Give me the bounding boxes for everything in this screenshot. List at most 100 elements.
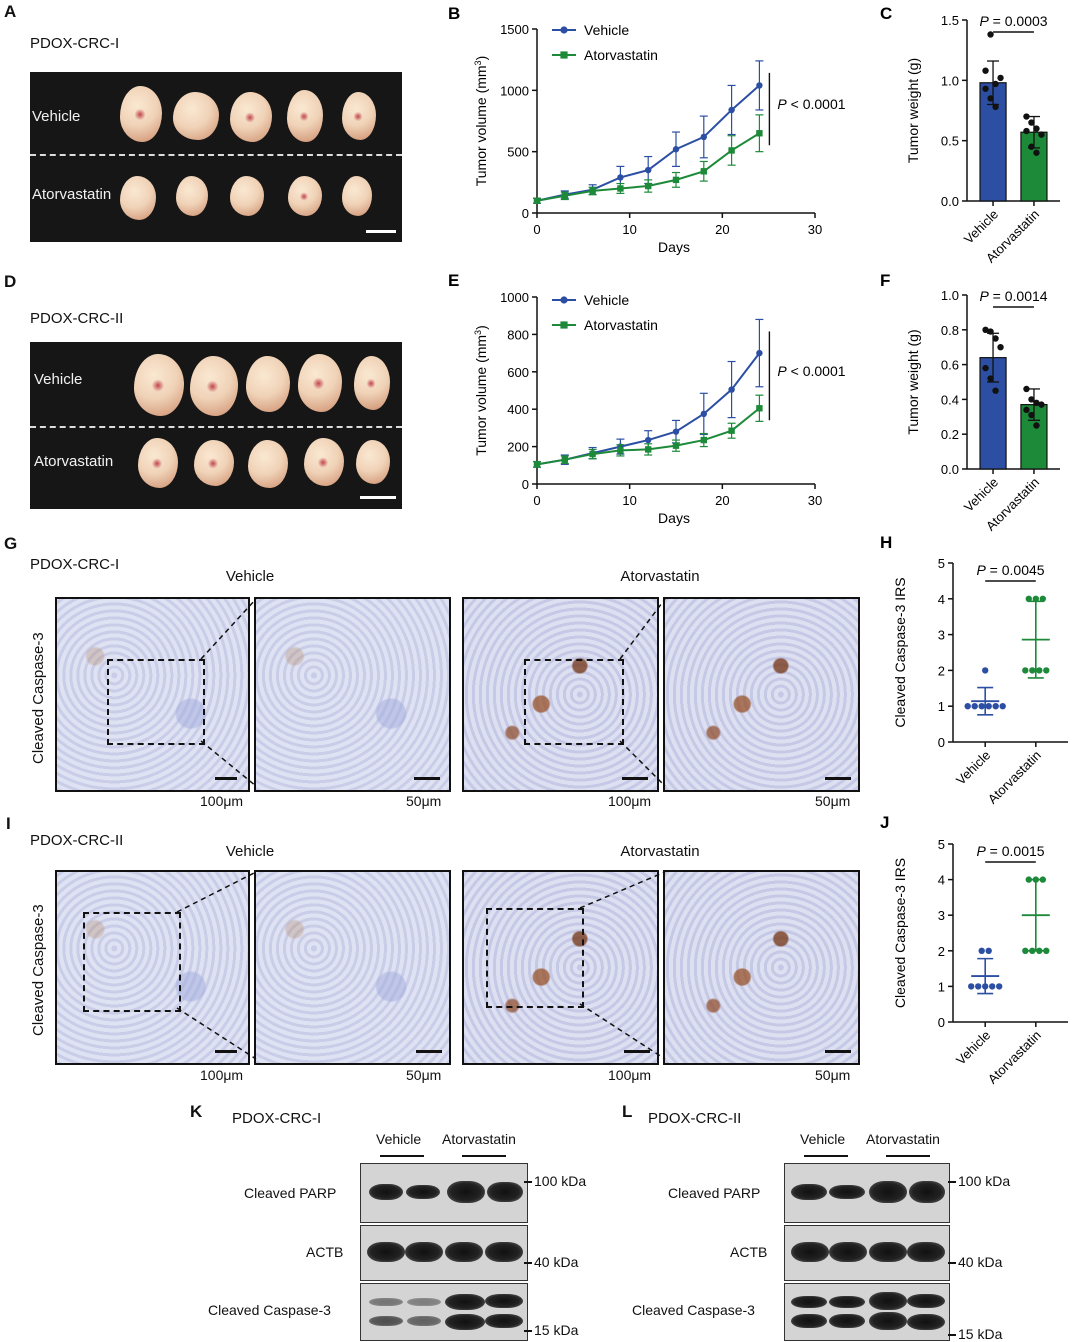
panel-letter-a: A bbox=[4, 2, 17, 21]
photo-a-divider bbox=[30, 154, 402, 156]
tumor bbox=[248, 440, 288, 488]
blot-caspase bbox=[360, 1283, 528, 1341]
y-tick-label: 0.5 bbox=[941, 134, 959, 149]
data-point bbox=[672, 442, 680, 449]
blot-parp bbox=[360, 1163, 528, 1223]
data-point bbox=[561, 191, 568, 198]
scale-bar bbox=[825, 777, 851, 780]
panel-i-title: PDOX-CRC-II bbox=[30, 832, 124, 849]
data-point bbox=[728, 427, 735, 434]
data-point bbox=[1036, 667, 1043, 674]
band bbox=[907, 1294, 945, 1308]
y-axis-title: Cleaved Caspase-3 IRS bbox=[892, 858, 908, 1008]
band bbox=[485, 1242, 523, 1262]
tumor bbox=[230, 176, 264, 216]
data-point bbox=[1025, 876, 1033, 883]
tumor bbox=[120, 176, 156, 220]
legend-marker bbox=[560, 321, 568, 329]
ihc-g-ylabel: Cleaved Caspase-3 bbox=[30, 632, 47, 764]
ihc-i-ylabel: Cleaved Caspase-3 bbox=[30, 904, 47, 1036]
x-tick-label: 10 bbox=[622, 493, 636, 508]
data-point bbox=[982, 85, 989, 92]
data-point bbox=[617, 443, 624, 450]
wb-k-group-vehicle: Vehicle bbox=[376, 1131, 422, 1147]
band bbox=[829, 1296, 865, 1308]
ihc-image-atorvastatin-low bbox=[462, 870, 659, 1065]
panel-letter-g: G bbox=[4, 534, 18, 553]
tumor bbox=[356, 440, 390, 484]
data-point bbox=[1038, 401, 1045, 408]
data-point bbox=[756, 82, 763, 89]
scale-text: 100μm bbox=[200, 1067, 244, 1083]
y-tick-label: 0.8 bbox=[941, 323, 959, 338]
marker-100kda: 100 kDa bbox=[534, 1173, 587, 1189]
y-tick-label: 1000 bbox=[500, 290, 529, 305]
marker-40kda: 40 kDa bbox=[534, 1254, 579, 1270]
band bbox=[791, 1184, 827, 1200]
data-point bbox=[533, 461, 541, 468]
y-tick-label: 3 bbox=[938, 628, 945, 643]
tumor bbox=[120, 86, 162, 142]
data-point bbox=[589, 187, 596, 195]
band bbox=[869, 1312, 907, 1330]
data-point bbox=[700, 133, 707, 141]
scale-bar bbox=[414, 777, 440, 780]
x-tick-label: Atorvastatin bbox=[985, 748, 1044, 807]
x-tick-label: 20 bbox=[715, 222, 729, 237]
photo-d-row-atorvastatin: Atorvastatin bbox=[34, 453, 114, 470]
group-line bbox=[380, 1155, 424, 1157]
data-point bbox=[978, 703, 985, 710]
band bbox=[369, 1184, 403, 1200]
y-axis-title: Tumor weight (g) bbox=[905, 329, 921, 434]
data-point bbox=[672, 428, 680, 435]
y-tick-label: 200 bbox=[507, 440, 529, 455]
marker-tick bbox=[948, 1262, 956, 1264]
legend-marker bbox=[560, 296, 568, 304]
panel-letter-l: L bbox=[622, 1102, 633, 1121]
group-line bbox=[462, 1155, 506, 1157]
panel-letter-k: K bbox=[190, 1102, 203, 1121]
scale-bar bbox=[622, 777, 648, 780]
data-point bbox=[992, 335, 999, 342]
ihc-image-atorvastatin-low bbox=[462, 597, 659, 792]
tumor bbox=[194, 440, 234, 486]
tumor bbox=[342, 92, 376, 140]
data-point bbox=[589, 186, 596, 193]
band bbox=[445, 1314, 485, 1330]
y-tick-label: 0.0 bbox=[941, 194, 959, 209]
data-point bbox=[645, 182, 652, 190]
band bbox=[405, 1242, 443, 1262]
y-tick-label: 500 bbox=[507, 145, 529, 160]
data-point bbox=[1023, 127, 1030, 135]
band bbox=[907, 1314, 945, 1330]
y-tick-label: 400 bbox=[507, 402, 529, 417]
p-value: P = 0.0015 bbox=[976, 843, 1044, 859]
tumor bbox=[304, 438, 344, 486]
y-tick-label: 2 bbox=[938, 663, 945, 678]
group-line bbox=[886, 1155, 930, 1157]
band bbox=[445, 1294, 485, 1310]
x-tick-label: Vehicle bbox=[961, 207, 1001, 247]
x-tick-label: Vehicle bbox=[953, 1028, 993, 1068]
x-tick-label: 0 bbox=[533, 493, 540, 508]
x-tick-label: 30 bbox=[808, 222, 822, 237]
data-point bbox=[1022, 947, 1029, 954]
data-point bbox=[997, 344, 1004, 351]
zoom-box bbox=[524, 659, 624, 745]
band bbox=[369, 1316, 403, 1326]
data-point bbox=[561, 456, 568, 463]
panel-letter-h: H bbox=[880, 533, 892, 552]
band bbox=[869, 1242, 907, 1262]
zoom-box bbox=[107, 659, 205, 745]
data-point bbox=[645, 166, 652, 174]
data-point bbox=[756, 130, 763, 137]
data-point bbox=[1029, 667, 1036, 674]
panel-d-title: PDOX-CRC-II bbox=[30, 310, 124, 327]
ihc-image-vehicle-low bbox=[55, 870, 250, 1065]
ihc-i-col-atorvastatin: Atorvastatin bbox=[620, 843, 700, 860]
panel-l-title: PDOX-CRC-II bbox=[648, 1110, 742, 1127]
data-point bbox=[982, 983, 989, 990]
data-point bbox=[1028, 396, 1035, 403]
band bbox=[407, 1316, 441, 1326]
data-point bbox=[533, 197, 541, 204]
